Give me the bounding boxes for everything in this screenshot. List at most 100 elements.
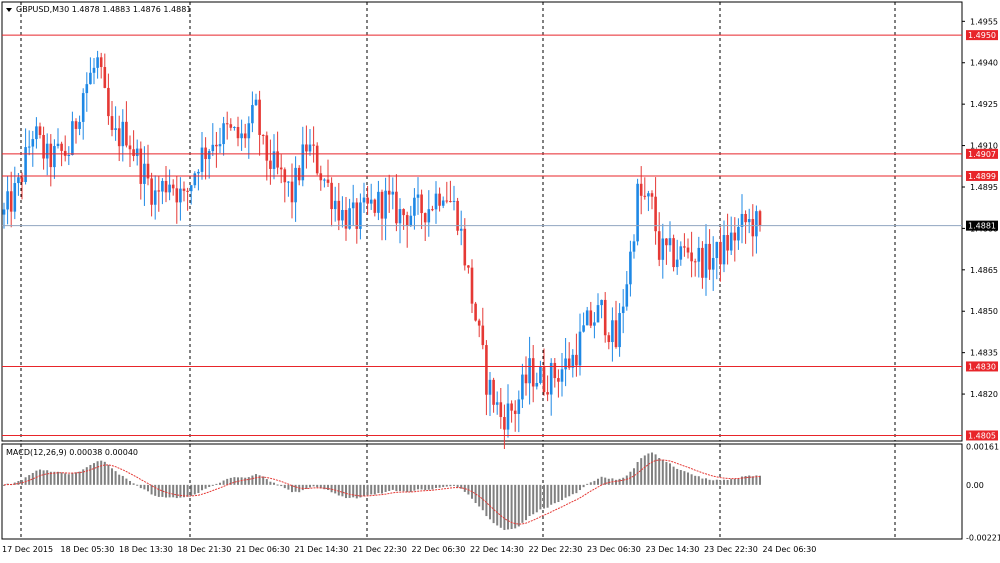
y-tick-label: 1.4835 [970, 349, 998, 358]
macd-signal-line [3, 459, 761, 525]
macd-histogram-bar [737, 478, 740, 485]
macd-histogram-bar [78, 471, 81, 485]
macd-histogram-bar [571, 484, 574, 495]
macd-histogram-bar [60, 472, 63, 485]
macd-histogram-bar [71, 472, 74, 485]
candle-body [755, 211, 758, 237]
candle-body [60, 143, 63, 151]
level-price-label: 1.4907 [968, 150, 996, 159]
candle-body [63, 150, 67, 156]
macd-histogram-bar [265, 479, 268, 485]
macd-histogram-bar [503, 484, 506, 530]
candle-body [445, 200, 449, 202]
macd-histogram-bar [85, 467, 88, 485]
candle-body [467, 265, 470, 268]
level-price-label: 1.4805 [968, 431, 996, 440]
candle-body [578, 331, 582, 366]
candle-body [499, 402, 503, 418]
candle-body [704, 243, 708, 278]
candle-body [679, 246, 683, 260]
macd-histogram-bar [143, 484, 146, 490]
candle-body [449, 201, 452, 203]
candle-body [639, 183, 643, 196]
macd-histogram-bar [672, 466, 675, 485]
candle-body [625, 284, 629, 307]
candle-body [9, 191, 13, 212]
candle-body [758, 211, 762, 226]
macd-histogram-bar [593, 480, 596, 485]
macd-histogram-bar [618, 478, 621, 485]
macd-histogram-bar [647, 453, 650, 485]
y-tick-label: 1.4820 [970, 390, 998, 399]
candle-body [74, 121, 78, 129]
macd-histogram-bar [507, 484, 509, 530]
macd-histogram-bar [431, 484, 434, 490]
y-tick-label: 1.4925 [970, 100, 998, 109]
candle-body [665, 238, 668, 246]
x-tick-label: 21 Dec 06:30 [236, 545, 290, 554]
macd-histogram-bar [449, 484, 452, 487]
macd-histogram-bar [319, 484, 322, 489]
candle-body [672, 238, 675, 268]
candle-body [35, 126, 38, 140]
macd-histogram-bar [262, 476, 265, 485]
candle-body [600, 299, 603, 306]
candle-body [517, 399, 521, 414]
macd-histogram-bar [186, 484, 189, 497]
macd-histogram-bar [89, 464, 92, 485]
macd-histogram-bar [161, 484, 164, 497]
macd-histogram-bar [341, 484, 344, 497]
candle-body [740, 213, 744, 227]
candle-body [17, 177, 20, 184]
dropdown-arrow-icon[interactable] [6, 8, 12, 12]
macd-histogram-bar [125, 478, 128, 485]
candle-body [2, 209, 6, 215]
macd-histogram-bar [352, 484, 355, 498]
candle-body [542, 366, 546, 393]
macd-histogram-bar [723, 479, 725, 485]
candle-body [117, 128, 121, 147]
macd-histogram-bar [179, 484, 182, 498]
candle-body [355, 202, 359, 229]
candle-body [143, 163, 146, 184]
macd-histogram-bar [683, 471, 686, 485]
candle-body [585, 310, 589, 326]
candle-body [391, 191, 395, 195]
macd-histogram-bar [550, 484, 553, 505]
candle-body [387, 190, 391, 195]
candle-body [654, 196, 657, 232]
macd-histogram-bar [287, 484, 290, 490]
candle-body [236, 126, 240, 139]
macd-histogram-bar [172, 484, 175, 498]
macd-histogram-bar [197, 484, 200, 494]
candle-body [337, 200, 341, 221]
candle-body [546, 392, 549, 395]
candle-body [711, 258, 715, 270]
candle-body [690, 252, 693, 262]
candle-body [708, 243, 711, 270]
candle-body [38, 126, 42, 135]
macd-histogram-bar [694, 475, 697, 485]
candle-body [297, 167, 301, 181]
candle-body [319, 173, 323, 181]
candle-body [128, 145, 132, 150]
x-tick-label: 21 Dec 14:30 [295, 545, 349, 554]
candle-body [193, 173, 197, 186]
macd-histogram-bar [305, 484, 308, 489]
candle-body [621, 306, 625, 314]
macd-histogram-bar [222, 480, 225, 485]
macd-histogram-bar [532, 484, 535, 515]
macd-histogram-bar [579, 484, 581, 491]
y-tick-label: 1.4940 [970, 59, 998, 68]
x-tick-label: 22 Dec 14:30 [470, 545, 524, 554]
current-price-tag [966, 220, 998, 231]
macd-histogram-bar [402, 484, 405, 492]
current-price-label: 1.4881 [968, 222, 996, 231]
macd-histogram-bar [478, 484, 481, 507]
macd-histogram-bar [46, 470, 49, 485]
candle-body [470, 267, 474, 304]
macd-histogram-bar [373, 484, 376, 495]
candle-body [85, 84, 89, 94]
macd-histogram-bar [575, 484, 578, 494]
candle-body [362, 197, 366, 203]
